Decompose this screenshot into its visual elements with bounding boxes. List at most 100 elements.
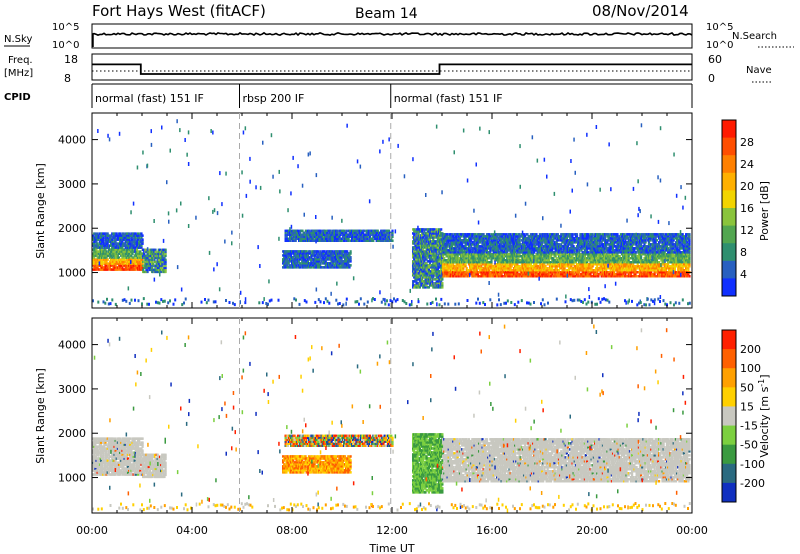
echo-cell [432, 272, 435, 275]
echo-cell [566, 245, 570, 248]
echo-cell [457, 251, 460, 254]
echo-cell [423, 260, 426, 263]
echo-cell [287, 256, 290, 259]
echo-cell [489, 241, 492, 244]
echo-cell [582, 271, 585, 274]
echo-cell [518, 237, 521, 240]
echo-cell [349, 256, 352, 259]
echo-cell [564, 265, 567, 268]
echo-cell [587, 243, 590, 246]
echo-cell [550, 255, 553, 258]
echo-cell [550, 275, 553, 278]
echo-cell [290, 229, 293, 233]
echo-cell [296, 262, 299, 265]
echo-cell [440, 250, 443, 253]
echo-cell [500, 265, 503, 268]
echo-cell [560, 243, 563, 246]
echo-cell [511, 259, 514, 262]
echo-cell [555, 273, 558, 276]
echo-cell [435, 268, 438, 271]
echo-cell [139, 256, 142, 259]
echo-cell [546, 239, 549, 242]
echo-cell [497, 259, 500, 262]
echo-cell [435, 266, 438, 269]
echo-cell [138, 242, 141, 245]
echo-cell [133, 244, 136, 247]
echo-cell [288, 260, 291, 263]
echo-cell [309, 250, 312, 253]
echo-cell [417, 236, 420, 239]
echo-cell [326, 233, 329, 236]
echo-cell [139, 262, 142, 265]
echo-cell [418, 280, 421, 283]
echo-cell [494, 237, 498, 240]
echo-cell [130, 256, 133, 259]
echo-cell [432, 270, 435, 273]
echo-cell [105, 250, 108, 253]
echo-cell [501, 241, 504, 244]
echo-cell [569, 249, 572, 252]
echo-cell [414, 244, 417, 247]
echo-cell [471, 237, 474, 240]
echo-cell [457, 233, 460, 236]
echo-cell [588, 237, 591, 240]
echo-cell [312, 237, 315, 240]
echo-cell [484, 267, 487, 270]
echo-cell [385, 231, 388, 235]
echo-cell [415, 280, 418, 283]
echo-cell [460, 235, 463, 238]
echo-cell [514, 251, 517, 254]
echo-cell [157, 258, 160, 262]
echo-cell [591, 233, 594, 236]
echo-cell [139, 250, 142, 253]
echo-cell [317, 229, 320, 233]
echo-cell [111, 242, 114, 245]
echo-cell [303, 239, 306, 242]
echo-cell [447, 251, 450, 254]
echo-cell [117, 256, 121, 259]
echo-cell [542, 265, 545, 268]
echo-cell [106, 246, 109, 249]
echo-cell [147, 258, 150, 262]
echo-cell [482, 259, 485, 262]
echo-cell [338, 235, 341, 238]
echo-cell [543, 253, 546, 256]
echo-cell [115, 244, 118, 247]
echo-cell [443, 265, 446, 268]
echo-cell [455, 249, 458, 252]
echo-cell [414, 266, 417, 269]
echo-cell [432, 236, 435, 239]
echo-cell [587, 269, 590, 272]
echo-cell [157, 268, 160, 272]
echo-cell [432, 228, 435, 231]
echo-cell [290, 237, 293, 240]
echo-cell [564, 273, 567, 276]
echo-cell [135, 260, 139, 263]
echo-cell [422, 256, 425, 259]
echo-cell [528, 261, 531, 264]
echo-cell [111, 254, 114, 257]
echo-cell [139, 234, 142, 237]
echo-cell [582, 245, 585, 248]
echo-cell [443, 273, 446, 276]
echo-cell [571, 243, 574, 246]
echo-cell [582, 275, 585, 278]
echo-cell [492, 267, 495, 270]
echo-cell [534, 235, 537, 238]
echo-cell [145, 264, 148, 268]
echo-cell [461, 251, 464, 254]
echo-cell [443, 269, 446, 272]
echo-cell [366, 237, 369, 240]
echo-cell [415, 274, 418, 277]
echo-cell [514, 237, 517, 240]
echo-cell [484, 247, 487, 250]
echo-cell [106, 240, 109, 243]
echo-cell [124, 236, 127, 239]
echo-cell [484, 259, 487, 262]
echo-cell [564, 237, 567, 240]
echo-cell [326, 237, 329, 240]
echo-cell [422, 270, 425, 273]
echo-cell [134, 248, 137, 251]
echo-cell [111, 264, 114, 267]
cpid-segment-label: rbsp 200 IF [243, 92, 305, 105]
